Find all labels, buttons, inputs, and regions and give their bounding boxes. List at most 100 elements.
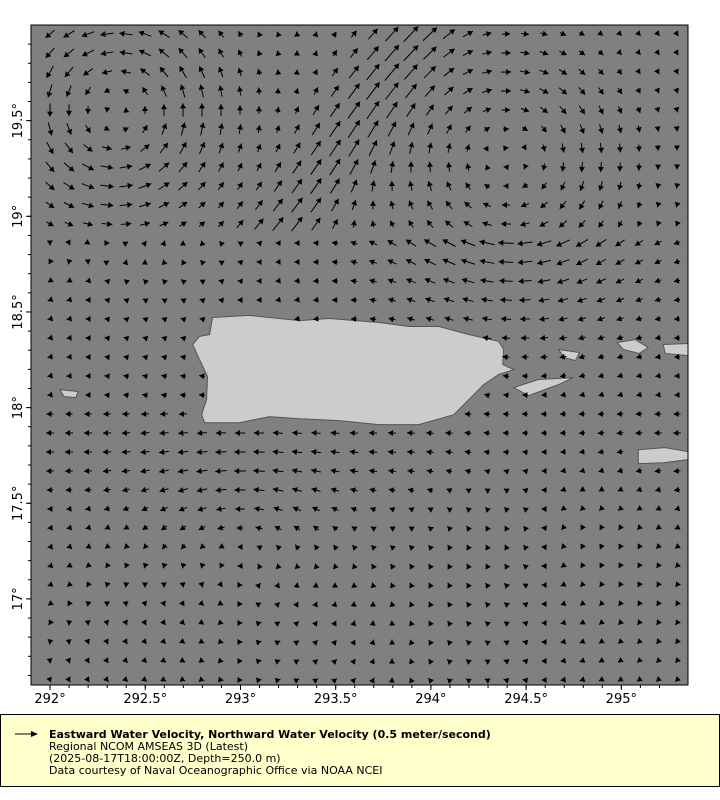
velocity-arrow: [46, 220, 54, 227]
velocity-arrow: [141, 638, 147, 645]
velocity-arrow: [580, 524, 586, 531]
velocity-arrow: [161, 373, 167, 380]
velocity-arrow: [616, 315, 624, 322]
velocity-arrow: [104, 240, 110, 247]
velocity-arrow: [598, 600, 605, 607]
velocity-arrow: [617, 181, 624, 191]
velocity-arrow: [598, 372, 604, 379]
velocity-arrow: [409, 601, 415, 608]
velocity-arrow: [349, 468, 359, 475]
velocity-arrow: [617, 638, 624, 645]
velocity-arrow: [442, 28, 456, 40]
velocity-arrow: [673, 486, 681, 493]
y-tick-label: 17.5°: [11, 486, 26, 521]
velocity-arrow: [123, 316, 130, 323]
velocity-arrow: [579, 581, 586, 588]
velocity-arrow: [46, 486, 54, 493]
velocity-arrow: [273, 430, 283, 436]
velocity-arrow: [196, 468, 208, 475]
velocity-arrow: [161, 259, 168, 266]
velocity-arrow: [635, 144, 642, 152]
velocity-arrow: [616, 334, 624, 341]
land-st-john: [662, 343, 689, 357]
velocity-arrow: [313, 563, 320, 570]
velocity-arrow: [369, 639, 376, 646]
velocity-arrow: [219, 240, 225, 247]
velocity-arrow: [331, 601, 338, 608]
velocity-arrow: [464, 430, 472, 437]
velocity-arrow: [81, 31, 95, 38]
velocity-arrow: [215, 430, 227, 437]
velocity-arrow: [47, 122, 54, 136]
velocity-arrow: [105, 562, 111, 569]
velocity-arrow: [352, 563, 358, 570]
velocity-arrow: [443, 277, 455, 284]
velocity-arrow: [675, 657, 681, 664]
velocity-arrow: [409, 639, 415, 646]
velocity-arrow: [407, 430, 415, 437]
velocity-arrow: [198, 201, 206, 209]
velocity-arrow: [406, 297, 416, 304]
velocity-arrow: [539, 334, 549, 341]
velocity-arrow: [217, 581, 223, 588]
velocity-arrow: [403, 26, 419, 42]
velocity-arrow: [560, 486, 567, 493]
velocity-arrow: [104, 335, 110, 342]
velocity-arrow: [409, 563, 415, 570]
velocity-arrow: [369, 658, 375, 665]
velocity-arrow: [635, 87, 641, 94]
velocity-arrow: [85, 562, 92, 569]
velocity-arrow: [293, 525, 301, 532]
velocity-arrow: [560, 505, 567, 511]
velocity-arrow: [63, 30, 75, 38]
velocity-arrow: [179, 221, 187, 227]
velocity-arrow: [85, 354, 91, 361]
velocity-arrow: [141, 582, 148, 588]
velocity-arrow: [540, 144, 547, 152]
velocity-arrow: [84, 429, 92, 436]
velocity-arrow: [596, 278, 606, 284]
velocity-arrow: [123, 335, 130, 342]
velocity-arrow: [294, 544, 301, 551]
velocity-arrow: [504, 544, 510, 551]
velocity-arrow: [45, 29, 55, 39]
velocity-arrow: [274, 106, 281, 114]
velocity-arrow: [503, 126, 509, 133]
velocity-arrow: [654, 145, 661, 151]
velocity-arrow: [123, 392, 129, 399]
velocity-arrow: [406, 102, 416, 118]
velocity-arrow: [635, 106, 642, 114]
velocity-arrow: [465, 488, 472, 494]
velocity-arrow: [85, 105, 92, 115]
velocity-arrow: [158, 182, 170, 190]
velocity-arrow: [103, 619, 110, 626]
velocity-arrow: [560, 562, 567, 568]
velocity-arrow: [103, 676, 109, 683]
velocity-arrow: [292, 430, 302, 437]
velocity-arrow: [465, 659, 472, 665]
velocity-arrow: [291, 448, 303, 455]
velocity-arrow: [254, 218, 264, 230]
velocity-arrow: [123, 582, 130, 588]
velocity-arrow: [312, 69, 318, 76]
velocity-arrow: [428, 658, 434, 665]
velocity-arrow: [331, 198, 339, 212]
velocity-arrow: [369, 677, 375, 684]
velocity-arrow: [217, 85, 224, 97]
velocity-arrow: [46, 676, 52, 683]
velocity-arrow: [558, 87, 568, 95]
velocity-arrow: [81, 183, 95, 190]
velocity-arrow: [293, 659, 300, 665]
velocity-arrow: [616, 143, 623, 153]
velocity-arrow: [84, 638, 91, 645]
velocity-arrow: [180, 543, 187, 550]
velocity-arrow: [368, 259, 378, 266]
velocity-arrow: [595, 239, 607, 247]
velocity-arrow: [331, 259, 339, 266]
velocity-arrow: [82, 68, 94, 76]
velocity-arrow: [350, 620, 356, 627]
y-tick-label: 19°: [11, 205, 26, 228]
velocity-arrow: [463, 106, 473, 114]
velocity-arrow: [199, 543, 206, 550]
velocity-arrow: [292, 487, 302, 493]
